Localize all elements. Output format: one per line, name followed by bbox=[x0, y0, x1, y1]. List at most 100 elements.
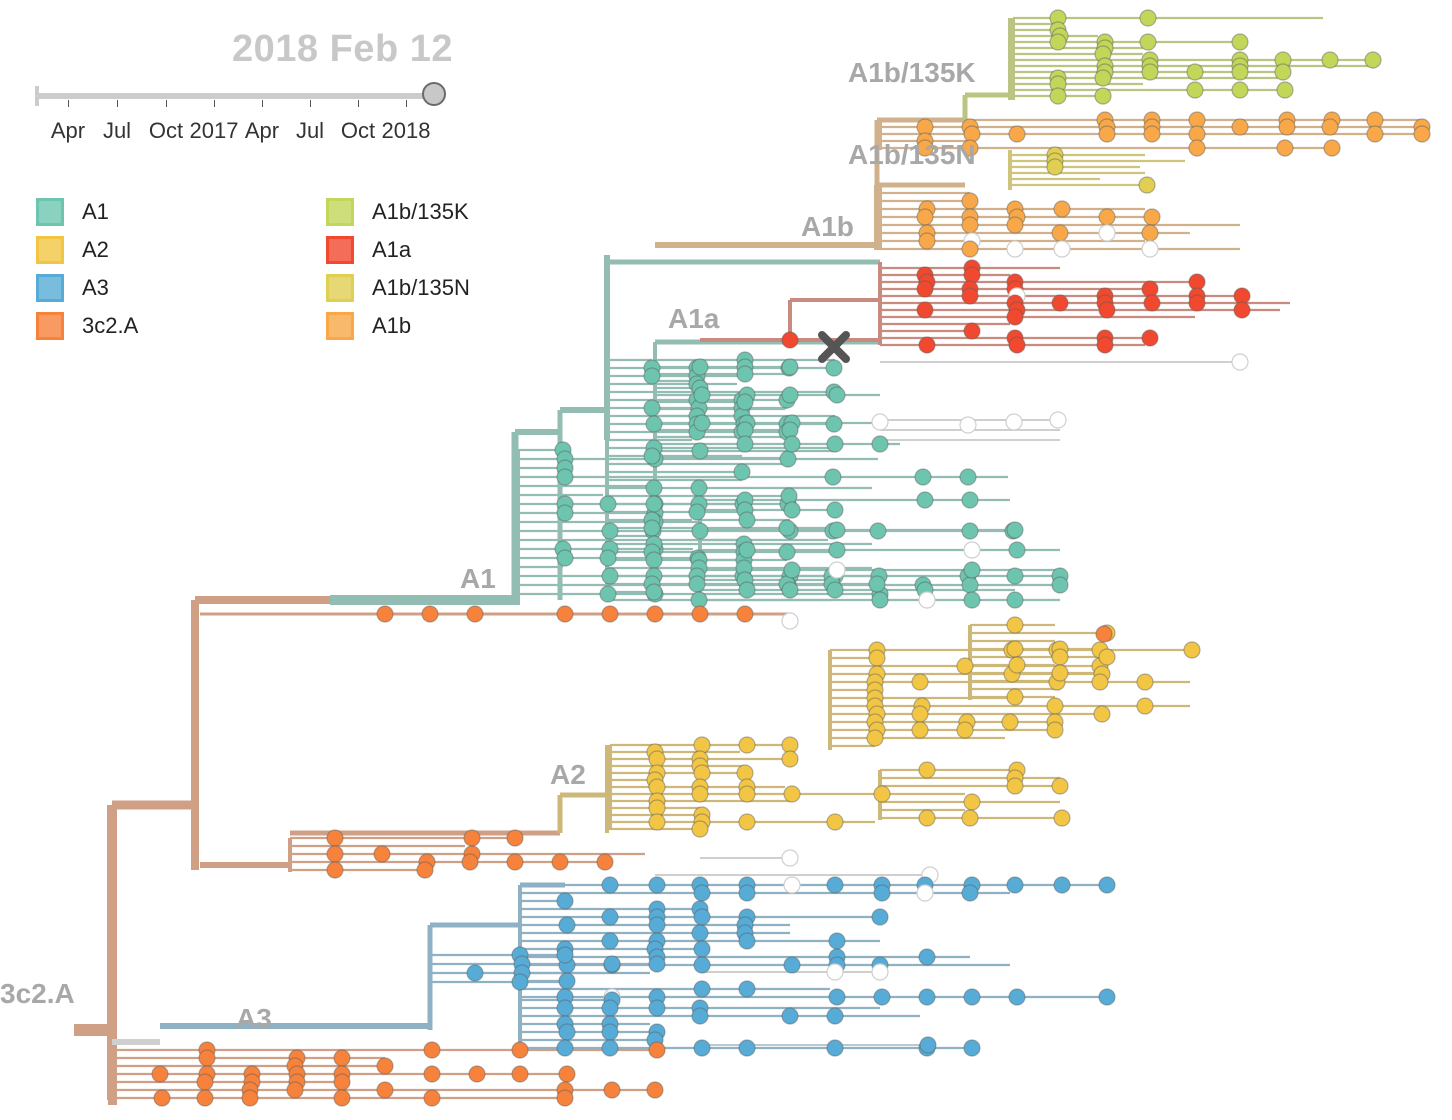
tip-node[interactable] bbox=[198, 1049, 216, 1067]
slider-handle[interactable] bbox=[422, 82, 446, 106]
tip-node[interactable] bbox=[693, 884, 711, 902]
tip-node[interactable] bbox=[326, 845, 344, 863]
tip-node[interactable] bbox=[1231, 81, 1249, 99]
tip-node[interactable] bbox=[828, 561, 846, 579]
tip-node[interactable] bbox=[918, 232, 936, 250]
tip-node[interactable] bbox=[599, 585, 617, 603]
tip-node[interactable] bbox=[781, 612, 799, 630]
tip-node[interactable] bbox=[601, 567, 619, 585]
tip-node[interactable] bbox=[1006, 521, 1024, 539]
tip-node[interactable] bbox=[326, 861, 344, 879]
tip-node[interactable] bbox=[643, 367, 661, 385]
tip-node[interactable] bbox=[601, 605, 619, 623]
tip-node[interactable] bbox=[961, 240, 979, 258]
tip-node[interactable] bbox=[556, 946, 574, 964]
tip-node[interactable] bbox=[1051, 777, 1069, 795]
tip-node[interactable] bbox=[1139, 9, 1157, 27]
tip-node[interactable] bbox=[1093, 705, 1111, 723]
tip-node[interactable] bbox=[963, 591, 981, 609]
tip-node[interactable] bbox=[781, 1007, 799, 1025]
tip-node[interactable] bbox=[511, 973, 529, 991]
tip-node[interactable] bbox=[196, 1089, 214, 1107]
tip-node[interactable] bbox=[1321, 51, 1339, 69]
tip-node[interactable] bbox=[826, 963, 844, 981]
legend-item-a3[interactable]: A3 bbox=[36, 272, 109, 304]
tip-node[interactable] bbox=[1051, 224, 1069, 242]
tip-node[interactable] bbox=[871, 591, 889, 609]
tip-node[interactable] bbox=[1053, 876, 1071, 894]
tip-node[interactable] bbox=[556, 892, 574, 910]
tip-node[interactable] bbox=[693, 980, 711, 998]
tip-node[interactable] bbox=[828, 386, 846, 404]
tip-node[interactable] bbox=[1098, 125, 1116, 143]
tip-node[interactable] bbox=[1141, 240, 1159, 258]
tip-node[interactable] bbox=[648, 1041, 666, 1059]
tip-node[interactable] bbox=[963, 1039, 981, 1057]
tip-node[interactable] bbox=[558, 972, 576, 990]
tip-node[interactable] bbox=[1276, 81, 1294, 99]
legend-item-a1b[interactable]: A1b bbox=[326, 310, 411, 342]
tip-node[interactable] bbox=[376, 605, 394, 623]
tip-node[interactable] bbox=[601, 522, 619, 540]
tip-node[interactable] bbox=[468, 1065, 486, 1083]
tip-node[interactable] bbox=[1183, 641, 1201, 659]
tip-node[interactable] bbox=[871, 413, 889, 431]
tip-node[interactable] bbox=[506, 853, 524, 871]
tip-node[interactable] bbox=[1136, 673, 1154, 691]
tip-node[interactable] bbox=[911, 673, 929, 691]
tip-node[interactable] bbox=[423, 1041, 441, 1059]
tip-node[interactable] bbox=[738, 785, 756, 803]
tip-node[interactable] bbox=[1006, 567, 1024, 585]
tip-node[interactable] bbox=[688, 503, 706, 521]
tip-node[interactable] bbox=[783, 956, 801, 974]
tip-node[interactable] bbox=[918, 948, 936, 966]
tip-node[interactable] bbox=[738, 932, 756, 950]
tip-node[interactable] bbox=[1143, 208, 1161, 226]
tip-node[interactable] bbox=[556, 549, 574, 567]
tip-node[interactable] bbox=[601, 932, 619, 950]
tip-node[interactable] bbox=[918, 591, 936, 609]
tip-node[interactable] bbox=[956, 721, 974, 739]
tip-node[interactable] bbox=[648, 876, 666, 894]
tip-node[interactable] bbox=[1094, 87, 1112, 105]
tip-node[interactable] bbox=[691, 442, 709, 460]
tip-node[interactable] bbox=[736, 365, 754, 383]
tip-node[interactable] bbox=[556, 504, 574, 522]
tip-node[interactable] bbox=[963, 988, 981, 1006]
tip-node[interactable] bbox=[423, 1065, 441, 1083]
tip-node[interactable] bbox=[693, 908, 711, 926]
tip-node[interactable] bbox=[1006, 688, 1024, 706]
tip-node[interactable] bbox=[1051, 664, 1069, 682]
tip-node[interactable] bbox=[783, 501, 801, 519]
tip-node[interactable] bbox=[1051, 576, 1069, 594]
tip-node[interactable] bbox=[871, 435, 889, 453]
tip-node[interactable] bbox=[961, 809, 979, 827]
tip-node[interactable] bbox=[1008, 988, 1026, 1006]
tip-node[interactable] bbox=[871, 963, 889, 981]
tip-node[interactable] bbox=[826, 435, 844, 453]
tip-node[interactable] bbox=[693, 940, 711, 958]
tip-node[interactable] bbox=[241, 1089, 259, 1107]
tip-node[interactable] bbox=[596, 853, 614, 871]
legend-item-a1a[interactable]: A1a bbox=[326, 234, 411, 266]
tip-node[interactable] bbox=[1008, 336, 1026, 354]
tip-node[interactable] bbox=[828, 521, 846, 539]
tip-node[interactable] bbox=[691, 522, 709, 540]
tip-node[interactable] bbox=[601, 908, 619, 926]
tip-node[interactable] bbox=[825, 359, 843, 377]
tip-node[interactable] bbox=[691, 605, 709, 623]
tip-node[interactable] bbox=[961, 576, 979, 594]
tip-node[interactable] bbox=[1139, 33, 1157, 51]
tip-node[interactable] bbox=[1233, 301, 1251, 319]
tip-node[interactable] bbox=[873, 884, 891, 902]
tip-node[interactable] bbox=[463, 829, 481, 847]
tip-node[interactable] bbox=[1231, 118, 1249, 136]
tip-node[interactable] bbox=[1006, 876, 1024, 894]
tip-node[interactable] bbox=[871, 908, 889, 926]
tip-node[interactable] bbox=[376, 1057, 394, 1075]
tip-node[interactable] bbox=[648, 955, 666, 973]
tip-node[interactable] bbox=[738, 884, 756, 902]
tip-node[interactable] bbox=[416, 861, 434, 879]
tip-node[interactable] bbox=[196, 1073, 214, 1091]
tip-node[interactable] bbox=[916, 208, 934, 226]
